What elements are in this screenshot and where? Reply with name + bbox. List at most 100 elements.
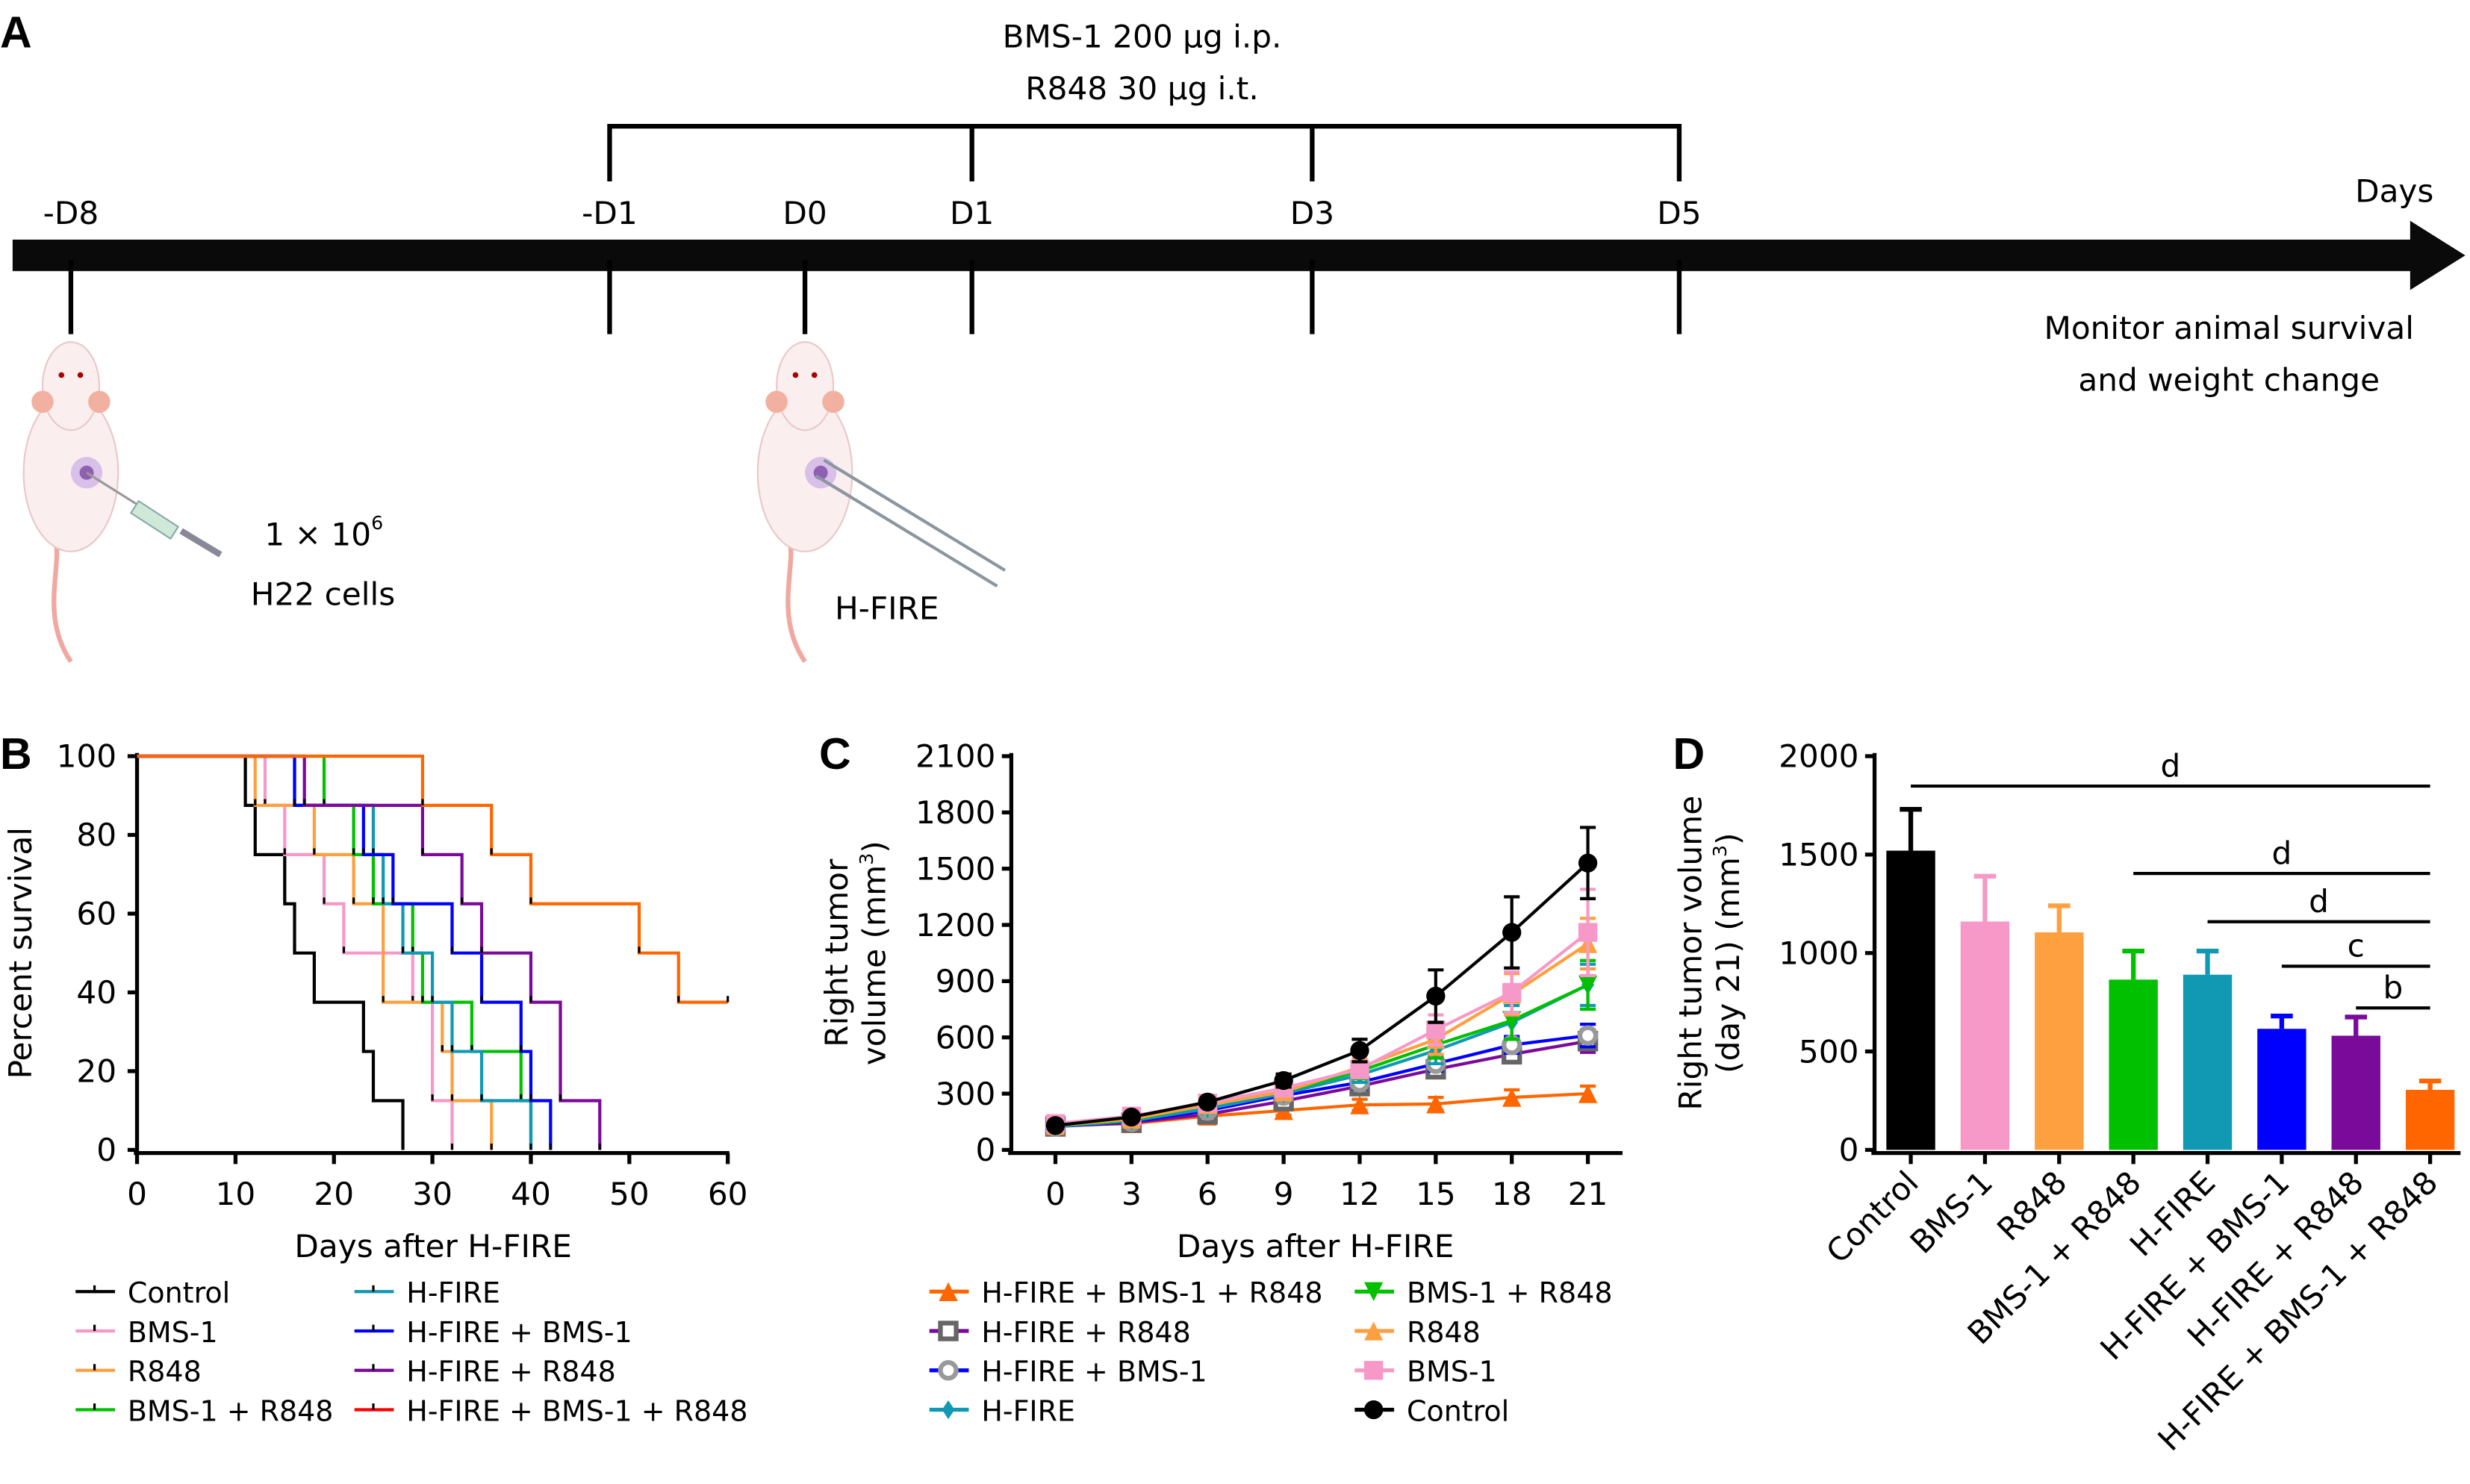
- y-axis-label-line-2: volume (mm3): [856, 841, 893, 1065]
- legend-marker: [939, 1282, 958, 1301]
- error-bar: [2196, 948, 2219, 975]
- y-axis-label-text: volume (mm: [856, 865, 893, 1065]
- bar-1: [1960, 921, 2010, 1150]
- x-tick-label: 0: [127, 1176, 147, 1212]
- timeline-label: -D1: [582, 195, 638, 231]
- timeline-label: -D8: [43, 195, 99, 231]
- x-tick-label: 0: [1045, 1176, 1066, 1212]
- x-tick-label: 15: [1416, 1176, 1456, 1212]
- data-point: [1045, 1116, 1066, 1135]
- data-point: [1274, 1070, 1293, 1091]
- y-axis-label-line-1: Right tumor: [818, 858, 855, 1047]
- x-tick-label: 10: [216, 1176, 256, 1212]
- treatment-line-1: BMS-1 200 μg i.p.: [1003, 19, 1282, 55]
- y-axis-label-text: (day 21) (mm: [1710, 857, 1746, 1073]
- significance-label: c: [2348, 928, 2365, 964]
- bar-6: [2331, 1035, 2380, 1150]
- error-bar: [2122, 948, 2144, 980]
- panel-label-d: D: [1673, 729, 1705, 779]
- legend-marker: [1363, 1321, 1384, 1341]
- x-tick-label: Control: [1819, 1164, 1925, 1270]
- mouse-icon: [22, 341, 119, 664]
- timeline-label: D1: [950, 195, 994, 231]
- legend-label: Control: [128, 1276, 230, 1309]
- legend-label: R848: [128, 1356, 202, 1388]
- cells-type: H22 cells: [251, 576, 395, 612]
- y-tick-label: 1200: [915, 907, 995, 944]
- bar-5: [2257, 1029, 2306, 1150]
- panel-c-tumor-growth-chart: C 0 300 600 900 1200 1500 1800 2100 0 3 6 9 12 15 18 21…: [818, 729, 1623, 1427]
- legend-marker: [1363, 1282, 1384, 1301]
- legend-label: H-FIRE + BMS-1: [981, 1356, 1207, 1388]
- error-bar: [1900, 807, 1922, 851]
- y-tick-label: 300: [936, 1076, 996, 1112]
- panel-label-b: B: [0, 729, 32, 779]
- error-bar: [2418, 1078, 2442, 1090]
- monitor-line-1: Monitor animal survival: [2044, 310, 2413, 346]
- legend-label: BMS-1: [128, 1316, 218, 1349]
- bar-0: [1886, 850, 1935, 1150]
- bar-3: [2109, 979, 2158, 1150]
- data-point: [1502, 1088, 1522, 1107]
- y-tick-label: 100: [57, 738, 117, 775]
- data-point: [1502, 982, 1522, 1003]
- data-point: [1577, 1025, 1599, 1046]
- y-tick-label: 500: [1799, 1033, 1859, 1070]
- data-point: [1426, 986, 1446, 1006]
- legend-label: H-FIRE + BMS-1 + R848: [406, 1394, 747, 1427]
- significance-label: d: [2309, 883, 2329, 920]
- y-tick-label: 0: [1839, 1132, 1859, 1168]
- y-axis-label-end: ): [1710, 833, 1746, 845]
- y-tick-label: 1500: [1779, 837, 1858, 873]
- legend-marker: [1363, 1361, 1384, 1380]
- x-tick-label: 40: [511, 1176, 551, 1212]
- x-axis-label: Days after H-FIRE: [294, 1228, 572, 1265]
- y-tick-label: 2000: [1779, 738, 1858, 775]
- legend-label: H-FIRE: [981, 1394, 1075, 1427]
- x-tick-label: 21: [1568, 1176, 1608, 1212]
- x-tick-label: 60: [708, 1176, 748, 1212]
- legend-label: BMS-1: [1407, 1356, 1497, 1388]
- bar-7: [2405, 1089, 2455, 1150]
- data-point: [1122, 1107, 1142, 1127]
- treatment-line-2: R848 30 μg i.t.: [1025, 70, 1258, 107]
- x-axis-label: Days after H-FIRE: [1177, 1228, 1455, 1265]
- y-axis-label-end: ): [856, 841, 893, 852]
- y-tick-label: 1800: [915, 794, 995, 831]
- x-tick-label: 3: [1122, 1176, 1142, 1212]
- legend-marker: [938, 1321, 959, 1341]
- timeline-label: D3: [1290, 195, 1334, 231]
- data-point: [1578, 853, 1598, 873]
- bar-2: [2035, 932, 2084, 1150]
- panel-a-timeline: A BMS-1 200 μg i.p. R848 30 μg i.t. Days…: [0, 8, 2466, 664]
- y-tick-label: 1000: [1779, 935, 1858, 971]
- panel-label-a: A: [0, 8, 32, 57]
- survival-curve-7: [137, 754, 728, 1004]
- data-point: [1578, 975, 1598, 995]
- x-tick-label: 9: [1274, 1176, 1294, 1212]
- timeline-label: D0: [783, 195, 827, 231]
- legend-marker: [942, 1400, 955, 1420]
- panel-d-tumor-volume-bar-chart: D 0 500 1000 1500 2000 Right tumor volume (day…: [1672, 729, 2461, 1458]
- x-tick-label: 18: [1492, 1176, 1532, 1212]
- mouse-icon: [756, 341, 853, 664]
- y-axis-label-sup: 3: [856, 853, 877, 865]
- y-axis-label-line-2: (day 21) (mm3): [1709, 833, 1746, 1073]
- growth-line-7: [1055, 861, 1589, 1127]
- data-point: [1350, 1041, 1369, 1060]
- data-point: [1502, 923, 1522, 942]
- data-point: [1578, 923, 1598, 942]
- x-tick-label: 12: [1340, 1176, 1380, 1212]
- legend-label: BMS-1 + R848: [1407, 1276, 1613, 1309]
- survival-curve-6: [137, 754, 602, 1150]
- legend-marker: [938, 1360, 959, 1381]
- electrode-needles-icon: [815, 458, 1007, 587]
- y-tick-label: 20: [76, 1053, 116, 1090]
- timeline-bar: [12, 240, 2418, 272]
- legend-label: BMS-1 + R848: [128, 1394, 334, 1427]
- timeline-axis-label: Days: [2355, 172, 2433, 209]
- y-tick-label: 2100: [915, 738, 995, 775]
- legend-label: H-FIRE + R848: [981, 1316, 1190, 1349]
- legend-label: Control: [1407, 1394, 1509, 1427]
